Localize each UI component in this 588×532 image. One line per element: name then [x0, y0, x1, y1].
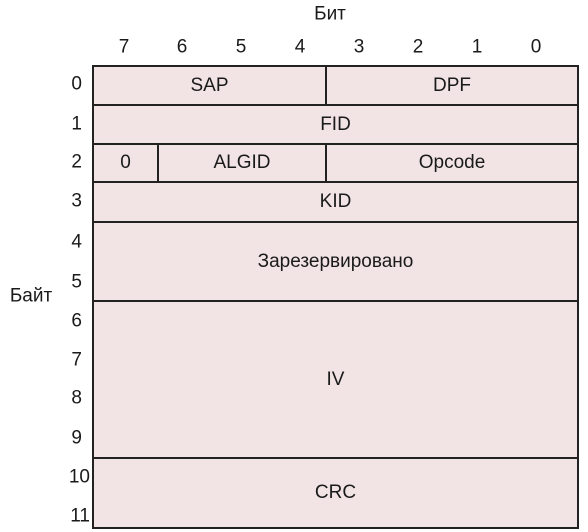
bit-axis-title: Бит: [314, 3, 346, 25]
field-dpf: DPF: [325, 65, 579, 106]
field-zero: 0: [92, 143, 159, 183]
field-reserved: Зарезервировано: [92, 221, 579, 302]
field-fid: FID: [92, 104, 579, 145]
field-opcode-label: Opcode: [418, 152, 486, 173]
field-crc-label: CRC: [314, 482, 357, 503]
byte-label-1: 1: [71, 113, 82, 135]
byte-label-10: 10: [68, 466, 90, 488]
bit-label-7: 7: [118, 36, 130, 58]
field-algid: ALGID: [157, 143, 327, 183]
byte-label-6: 6: [71, 310, 82, 332]
byte-label-3: 3: [71, 190, 82, 212]
field-reserved-label: Зарезервировано: [257, 250, 414, 272]
bit-label-3: 3: [353, 36, 365, 58]
field-sap-label: SAP: [190, 74, 229, 96]
byte-label-11: 11: [70, 505, 90, 527]
byte-label-4: 4: [71, 231, 82, 253]
bit-label-5: 5: [235, 36, 247, 58]
field-zero-label: 0: [120, 152, 131, 173]
field-dpf-label: DPF: [433, 74, 471, 96]
byte-label-2: 2: [71, 151, 82, 173]
field-kid: KID: [92, 181, 579, 223]
field-kid-label: KID: [319, 191, 352, 212]
field-opcode: Opcode: [325, 143, 579, 183]
bit-label-6: 6: [176, 36, 188, 58]
byte-label-8: 8: [71, 387, 82, 409]
field-algid-label: ALGID: [213, 152, 271, 173]
field-iv: IV: [92, 300, 579, 459]
byte-label-5: 5: [71, 271, 82, 293]
bit-label-2: 2: [412, 36, 424, 58]
field-iv-label: IV: [326, 368, 345, 390]
byte-label-0: 0: [71, 73, 82, 95]
field-fid-label: FID: [320, 113, 351, 135]
byte-label-7: 7: [71, 349, 82, 371]
bit-label-1: 1: [471, 36, 483, 58]
byte-label-9: 9: [71, 427, 82, 449]
bit-label-0: 0: [530, 36, 542, 58]
field-crc: CRC: [92, 457, 579, 529]
bit-label-4: 4: [294, 36, 306, 58]
byte-axis-title: Байт: [9, 285, 53, 307]
field-sap: SAP: [92, 65, 327, 106]
